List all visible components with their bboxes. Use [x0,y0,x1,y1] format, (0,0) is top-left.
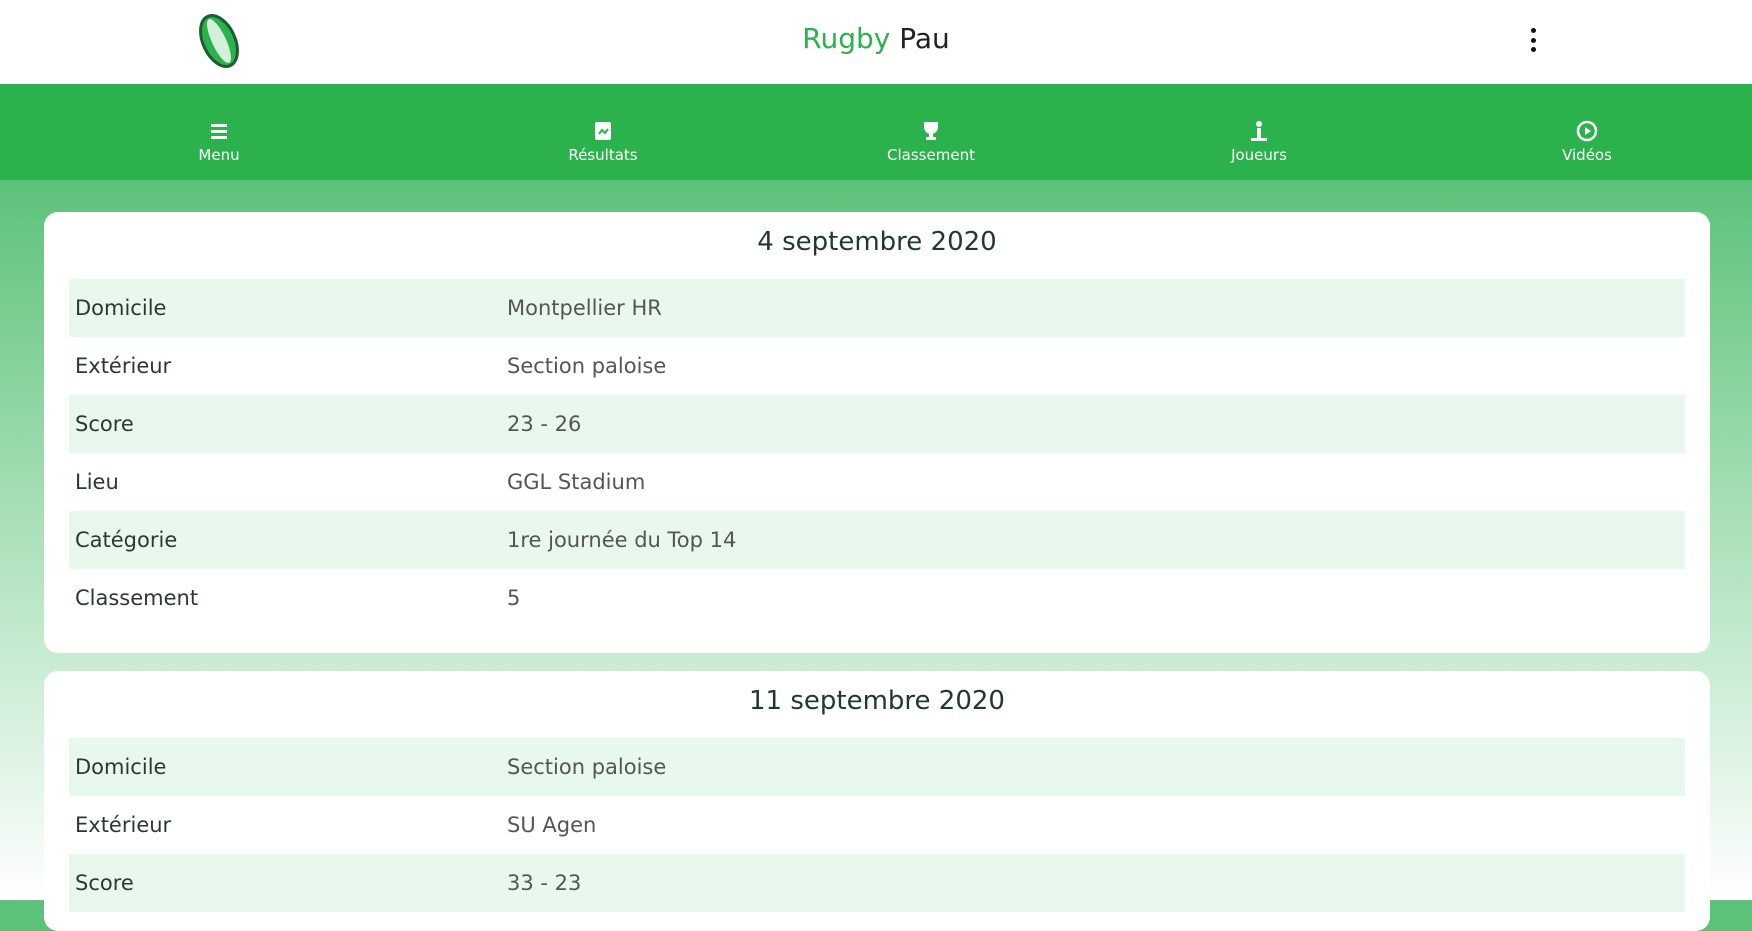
match-details: Domicile Section paloise Extérieur SU Agen… [44,738,1710,912]
table-row: Extérieur SU Agen [69,796,1685,854]
row-label: Domicile [75,296,167,320]
hamburger-icon [211,124,227,139]
results-icon [595,122,611,140]
match-date: 11 septembre 2020 [749,686,1005,716]
nav-videos[interactable]: Vidéos [1507,84,1667,180]
title-rugby: Rugby [802,22,891,55]
row-label: Lieu [75,470,119,494]
app-header: Rugby Pau [0,0,1752,84]
row-label: Extérieur [75,354,172,378]
rugby-ball-icon[interactable] [196,12,242,70]
table-row: Domicile Section paloise [69,738,1685,796]
match-date: 4 septembre 2020 [757,227,997,257]
row-value: 1re journée du Top 14 [507,528,737,552]
trophy-icon [924,122,938,140]
row-label: Score [75,412,134,436]
app-title: Rugby Pau [0,22,1752,55]
row-value: 23 - 26 [507,412,582,436]
kebab-icon[interactable] [1524,24,1542,56]
play-icon [1576,120,1598,142]
match-details: Domicile Montpellier HR Extérieur Section … [44,279,1710,627]
table-row: Classement 5 [69,569,1685,627]
table-row: Lieu GGL Stadium [69,453,1685,511]
nav-classement[interactable]: Classement [851,84,1011,180]
row-label: Catégorie [75,528,178,552]
table-row: Score 33 - 23 [69,854,1685,912]
player-icon [1251,121,1267,141]
row-value: Montpellier HR [507,296,662,320]
nav-label: Joueurs [1231,146,1287,164]
row-label: Classement [75,586,199,610]
table-row: Extérieur Section paloise [69,337,1685,395]
match-card[interactable]: 11 septembre 2020 Domicile Section palois… [44,671,1710,931]
nav-joueurs[interactable]: Joueurs [1179,84,1339,180]
table-row: Domicile Montpellier HR [69,279,1685,337]
row-value: SU Agen [507,813,597,837]
nav-bar: Menu Résultats Classement Joueurs Vidéos [0,84,1752,180]
nav-resultats[interactable]: Résultats [523,84,683,180]
title-pau: Pau [899,22,950,55]
nav-label: Résultats [568,146,638,164]
nav-label: Vidéos [1562,146,1612,164]
nav-label: Classement [887,146,975,164]
row-value: 33 - 23 [507,871,582,895]
nav-menu[interactable]: Menu [139,84,299,180]
table-row: Score 23 - 26 [69,395,1685,453]
row-label: Extérieur [75,813,172,837]
nav-label: Menu [198,146,240,164]
row-value: Section paloise [507,354,667,378]
row-label: Score [75,871,134,895]
row-value: GGL Stadium [507,470,646,494]
table-row: Catégorie 1re journée du Top 14 [69,511,1685,569]
match-card[interactable]: 4 septembre 2020 Domicile Montpellier HR … [44,212,1710,653]
row-label: Domicile [75,755,167,779]
row-value: 5 [507,586,521,610]
row-value: Section paloise [507,755,667,779]
